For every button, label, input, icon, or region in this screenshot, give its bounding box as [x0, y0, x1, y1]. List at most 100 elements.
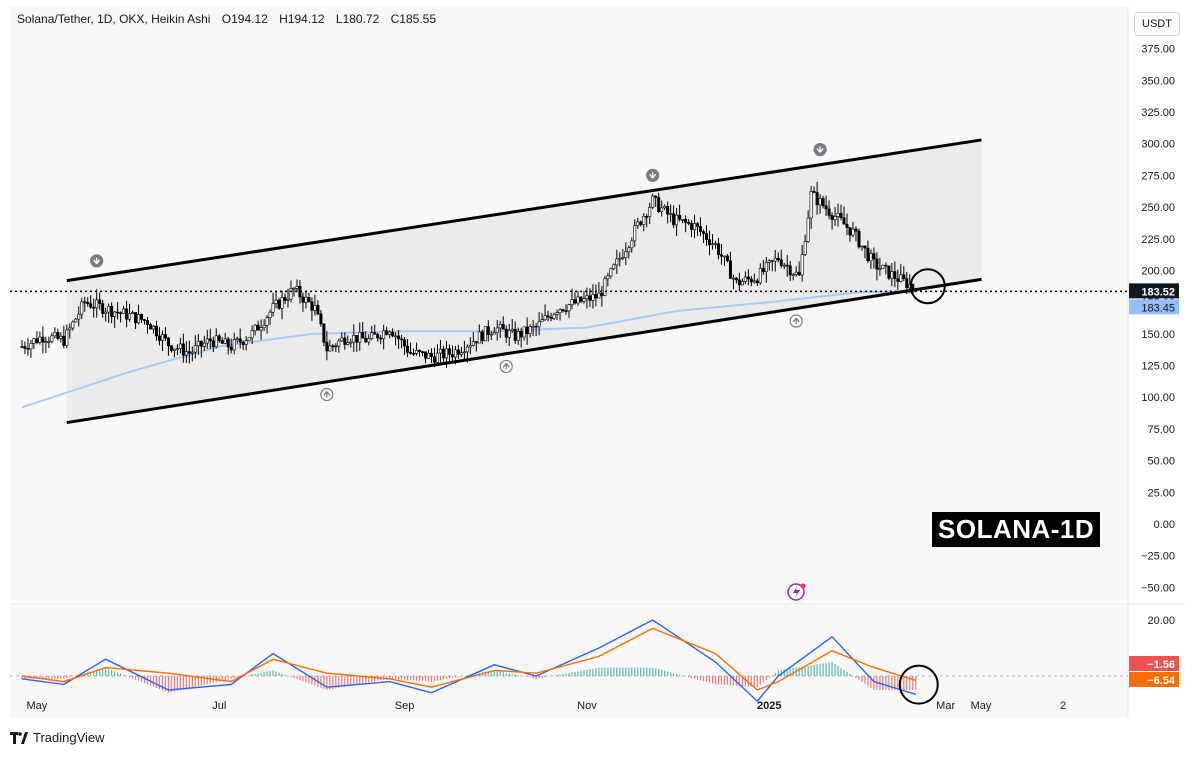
candle-body — [444, 348, 448, 359]
candle-body — [370, 332, 374, 339]
candle-body — [343, 337, 347, 345]
candle-body — [217, 335, 221, 341]
candle-body — [764, 262, 768, 272]
channel-fill — [66, 139, 982, 423]
macd-highlight-circle — [898, 664, 939, 705]
candle-body — [851, 228, 855, 236]
candle-body — [669, 213, 673, 216]
candle-body — [187, 351, 191, 354]
candle-body — [761, 267, 765, 272]
candle-body — [160, 334, 164, 341]
candle-body — [50, 335, 54, 342]
candle-body — [232, 339, 236, 351]
candle-body — [821, 198, 825, 207]
tradingview-logo-icon — [10, 731, 28, 744]
macd-value-label: −6.54 — [1147, 675, 1176, 687]
candle-body — [884, 264, 888, 267]
candle-body — [705, 233, 709, 240]
candle-body — [579, 296, 583, 302]
candle-body — [902, 274, 906, 279]
candle-body — [181, 343, 185, 356]
candle-body — [719, 254, 723, 257]
candle-body — [83, 301, 87, 304]
candle-body — [734, 277, 738, 281]
candle-body — [322, 323, 326, 343]
candle-body — [597, 292, 601, 299]
candle-body — [163, 334, 167, 339]
candle-body — [175, 348, 179, 350]
candle-body — [684, 218, 688, 223]
candle-body — [424, 351, 428, 359]
candle-body — [546, 315, 550, 318]
price-tick-label: 375.00 — [1141, 44, 1175, 56]
time-tick-label: Mar — [936, 700, 955, 712]
candle-body — [543, 315, 547, 321]
candle-body — [630, 240, 634, 249]
candle-body — [731, 277, 735, 280]
candle-body — [328, 345, 332, 352]
candle-body — [606, 275, 610, 280]
candle-body — [98, 299, 102, 304]
macd-tick-label: 20.00 — [1147, 615, 1175, 627]
candle-body — [552, 314, 556, 319]
candle-body — [812, 191, 816, 193]
candle-body — [713, 243, 717, 245]
candle-body — [77, 313, 81, 320]
candle-body — [815, 192, 819, 206]
candle-body — [878, 268, 882, 270]
tradingview-brand[interactable]: TradingView — [10, 730, 105, 745]
candle-body — [570, 299, 574, 306]
candle-body — [406, 345, 410, 353]
candle-body — [498, 324, 502, 329]
candle-body — [352, 335, 356, 343]
candle-body — [893, 271, 897, 280]
candle-body — [86, 301, 90, 304]
candle-body — [394, 335, 398, 338]
candle-body — [716, 243, 720, 256]
candle-body — [803, 241, 807, 255]
candle-body — [316, 304, 320, 315]
candle-body — [71, 321, 75, 329]
pivot-marker-up — [320, 387, 334, 402]
symbol-title[interactable]: Solana/Tether, 1D, OKX, Heikin Ashi — [17, 12, 211, 26]
macd-value-label: −1.56 — [1147, 659, 1175, 671]
candle-body — [373, 332, 377, 335]
candle-body — [313, 304, 317, 311]
candle-body — [265, 317, 269, 326]
candle-body — [400, 338, 404, 341]
candle-body — [131, 312, 135, 315]
lightning-icon — [787, 583, 806, 601]
candle-body — [432, 356, 436, 363]
tradingview-label: TradingView — [33, 730, 105, 745]
candle-body — [441, 348, 445, 359]
candle-body — [53, 332, 57, 337]
candle-body — [151, 325, 155, 330]
candle-body — [119, 312, 123, 314]
arrow-down-icon — [93, 257, 101, 265]
arrow-up-icon — [792, 317, 800, 325]
candle-body — [489, 333, 493, 336]
macd-value-tag: −1.56 — [1129, 656, 1179, 671]
currency-unit-button[interactable]: USDT — [1134, 12, 1180, 36]
candle-body — [256, 324, 260, 331]
candle-body — [746, 276, 750, 280]
candle-body — [776, 257, 780, 260]
candle-body — [860, 245, 864, 248]
candle-body — [561, 309, 565, 312]
candle-body — [337, 340, 341, 347]
candle-body — [785, 264, 789, 267]
candle-body — [211, 340, 215, 348]
candle-body — [340, 337, 344, 342]
price-tick-label: −25.00 — [1141, 551, 1175, 563]
candle-body — [137, 313, 141, 324]
candle-body — [516, 331, 520, 341]
signal-line — [21, 627, 916, 691]
candle-body — [229, 346, 233, 351]
price-tick-label: 325.00 — [1141, 107, 1175, 119]
candle-body — [128, 313, 132, 320]
candle-body — [740, 281, 744, 286]
candle-body — [707, 239, 711, 246]
candle-body — [477, 331, 481, 344]
